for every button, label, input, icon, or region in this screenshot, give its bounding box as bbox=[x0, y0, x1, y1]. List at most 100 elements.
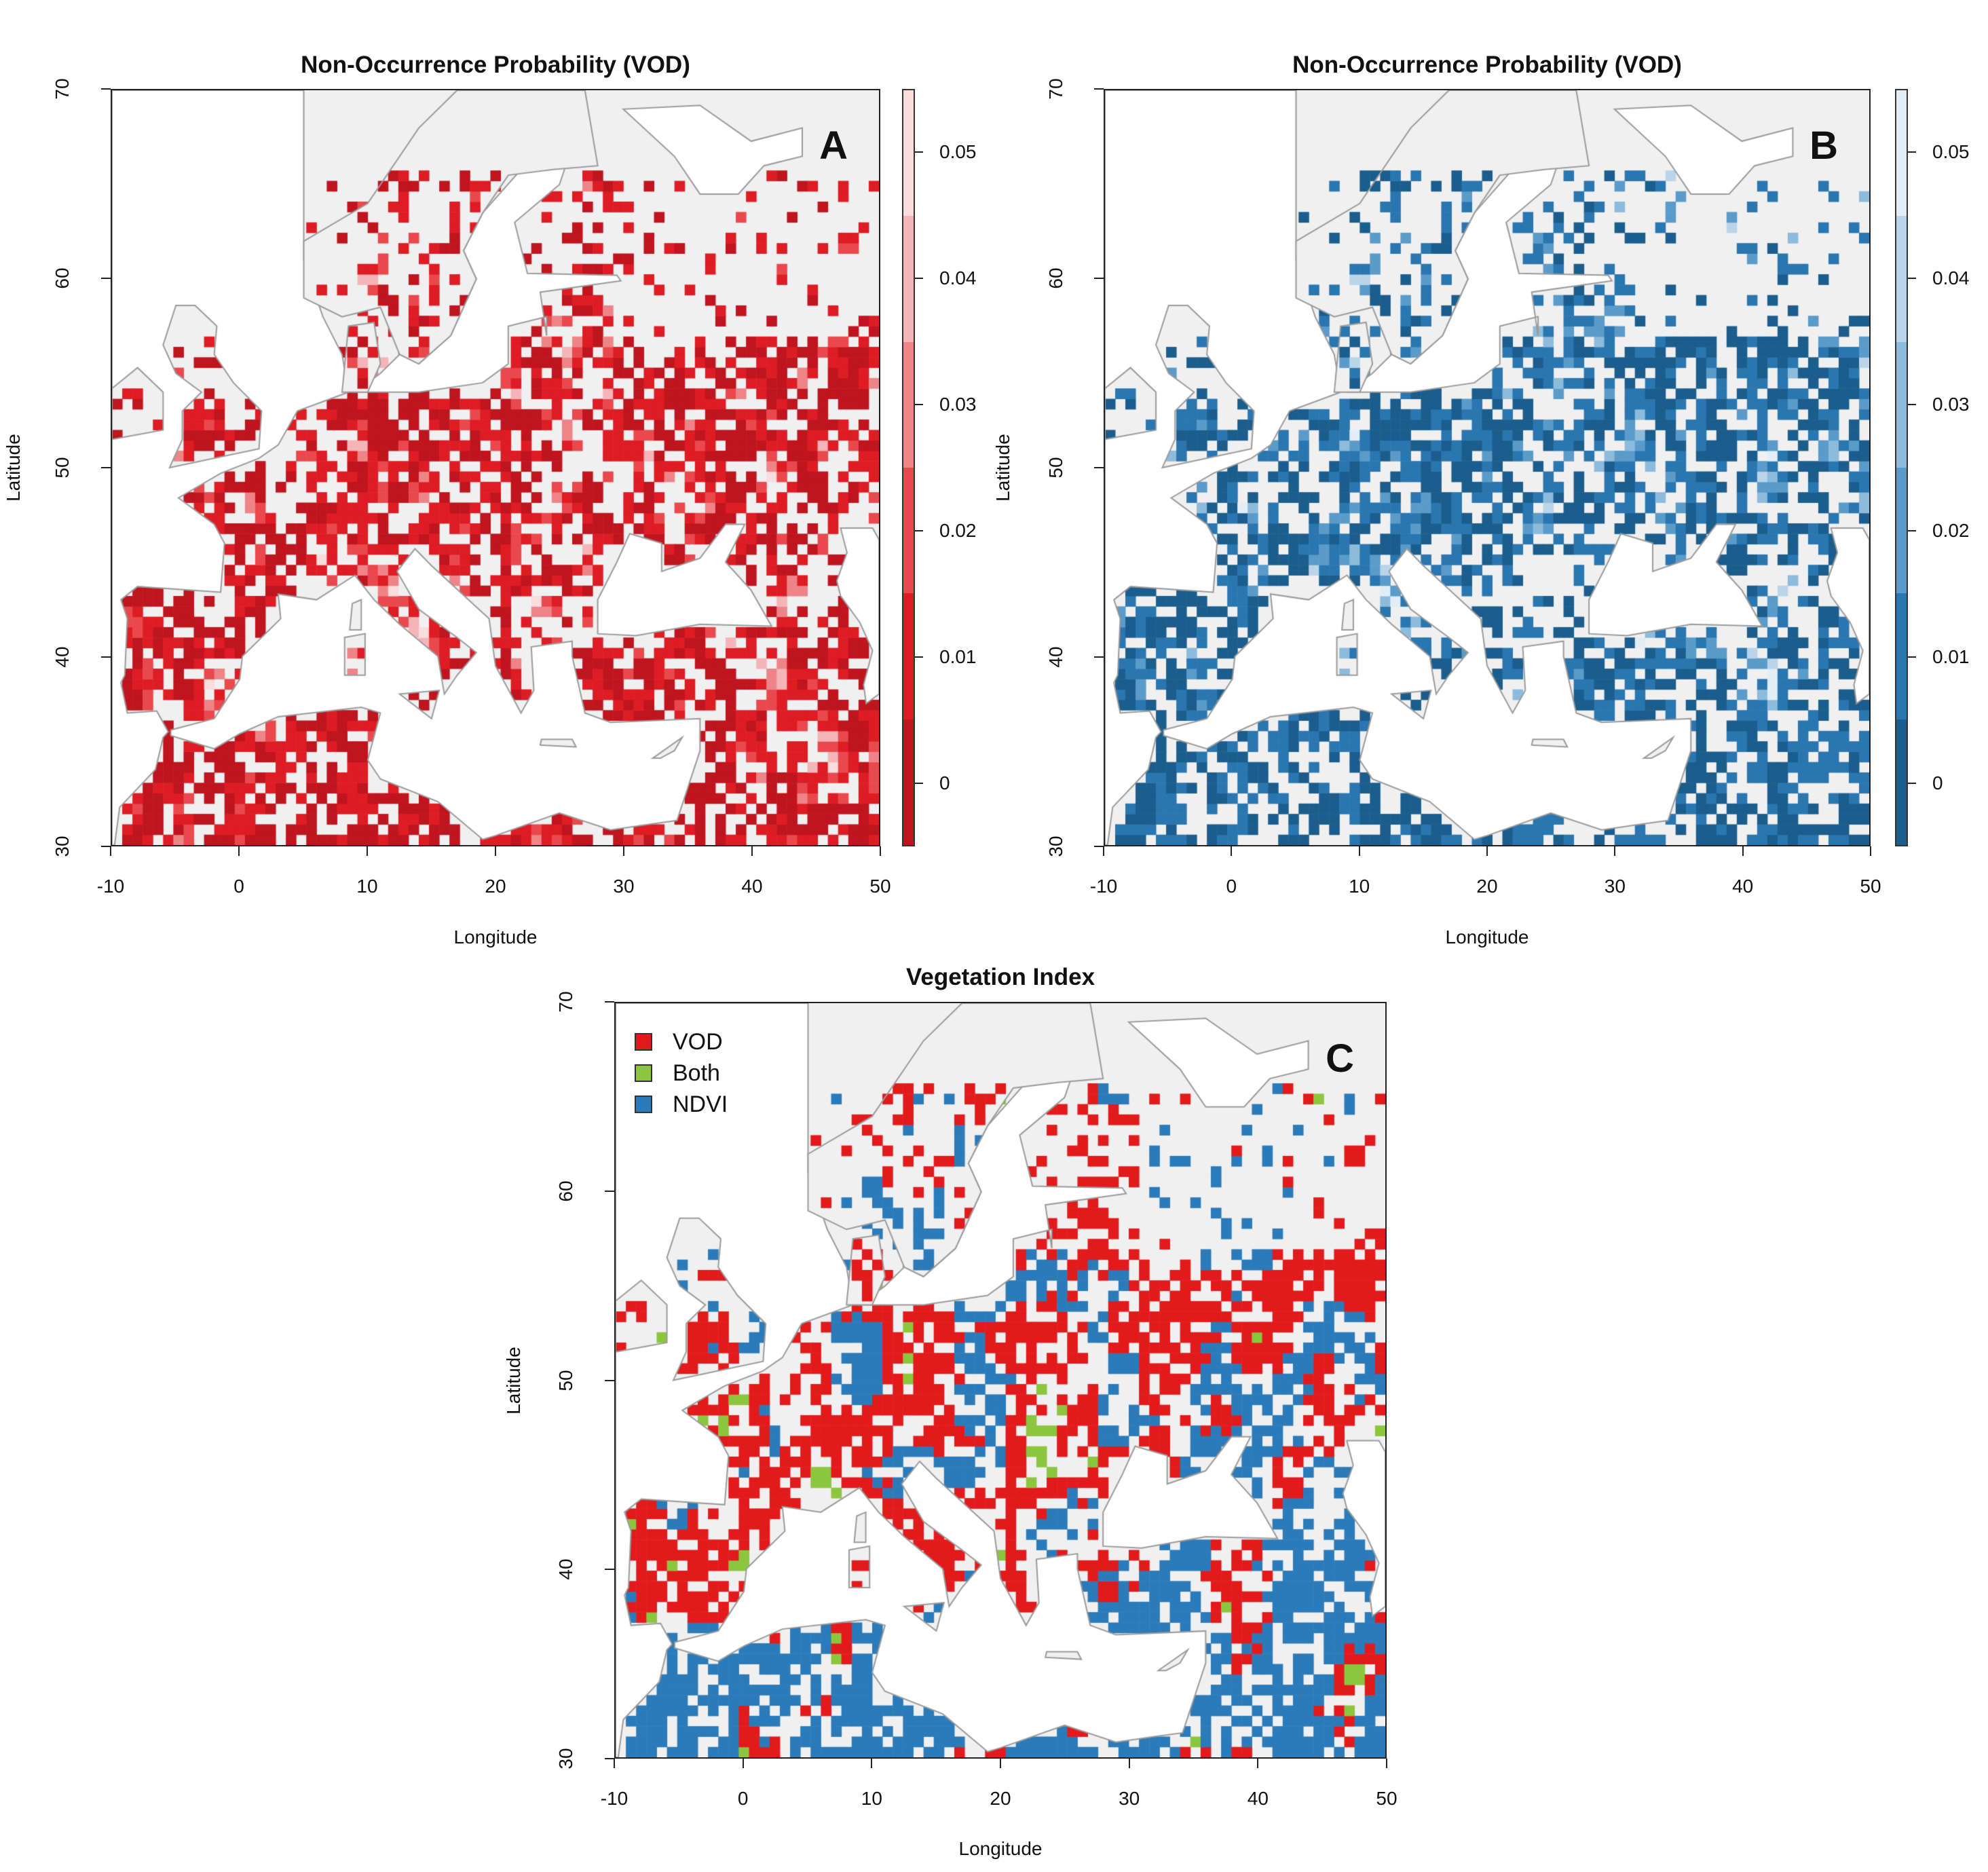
y-tick-mark bbox=[101, 656, 111, 658]
x-tick-mark bbox=[110, 846, 111, 856]
x-tick-label: 50 bbox=[1860, 876, 1881, 897]
x-tick-mark bbox=[623, 846, 624, 856]
colorbar-tick-mark bbox=[915, 656, 923, 658]
y-tick-mark bbox=[101, 278, 111, 279]
colorbar-tick-mark bbox=[915, 151, 923, 153]
y-tick-mark bbox=[605, 1379, 614, 1381]
x-tick-label: 50 bbox=[1376, 1788, 1398, 1809]
y-tick-mark bbox=[1094, 278, 1104, 279]
x-tick-mark bbox=[1742, 846, 1744, 856]
colorbar bbox=[902, 89, 915, 846]
x-tick-label: 10 bbox=[861, 1788, 882, 1809]
x-tick-label: 20 bbox=[990, 1788, 1011, 1809]
colorbar-band bbox=[903, 468, 914, 594]
y-tick-label: 50 bbox=[555, 1369, 576, 1391]
y-tick-label: 30 bbox=[1045, 836, 1066, 857]
colorbar bbox=[1895, 89, 1908, 846]
y-tick-mark bbox=[1094, 656, 1104, 658]
map-plot-area: B bbox=[1104, 89, 1871, 846]
y-tick-label: 40 bbox=[555, 1558, 576, 1580]
colorbar-band bbox=[1896, 593, 1907, 719]
y-tick-label: 50 bbox=[52, 457, 73, 479]
colorbar-tick-label: 0.03 bbox=[939, 394, 977, 415]
y-tick-label: 30 bbox=[52, 836, 73, 857]
x-tick-label: 30 bbox=[1119, 1788, 1140, 1809]
x-tick-label: 40 bbox=[741, 876, 763, 897]
panel-letter: C bbox=[1326, 1036, 1354, 1081]
x-tick-mark bbox=[1128, 1759, 1130, 1768]
x-tick-label: 0 bbox=[1226, 876, 1237, 897]
y-axis-label: Latitude bbox=[3, 434, 24, 502]
x-tick-label: 30 bbox=[613, 876, 635, 897]
colorbar-tick-label: 0 bbox=[939, 772, 950, 793]
colorbar-tick-mark bbox=[915, 783, 923, 784]
x-tick-mark bbox=[1257, 1759, 1259, 1768]
y-tick-mark bbox=[1094, 88, 1104, 90]
x-tick-label: -10 bbox=[96, 876, 125, 897]
legend-swatch-ndvi bbox=[635, 1096, 652, 1113]
x-tick-label: 20 bbox=[485, 876, 506, 897]
y-tick-label: 40 bbox=[52, 646, 73, 668]
y-axis-label: Latitude bbox=[503, 1346, 524, 1415]
x-axis-label: Longitude bbox=[1445, 926, 1529, 948]
panel-letter: A bbox=[819, 124, 848, 168]
y-tick-label: 60 bbox=[555, 1180, 576, 1202]
x-tick-label: -10 bbox=[600, 1788, 629, 1809]
x-tick-mark bbox=[751, 846, 753, 856]
colorbar-tick-mark bbox=[1908, 278, 1916, 279]
y-tick-mark bbox=[605, 1001, 614, 1003]
colorbar-tick-label: 0.01 bbox=[939, 646, 977, 667]
colorbar-band bbox=[1896, 468, 1907, 594]
colorbar-tick-mark bbox=[915, 530, 923, 531]
x-tick-mark bbox=[1614, 846, 1616, 856]
x-tick-label: 30 bbox=[1604, 876, 1626, 897]
panel-title: Non-Occurrence Probability (VOD) bbox=[1292, 52, 1682, 78]
map-raster bbox=[1105, 90, 1869, 845]
colorbar-tick-mark bbox=[1908, 151, 1916, 153]
x-tick-label: -10 bbox=[1089, 876, 1118, 897]
y-tick-mark bbox=[101, 467, 111, 468]
colorbar-tick-mark bbox=[1908, 656, 1916, 658]
x-tick-label: 50 bbox=[869, 876, 891, 897]
x-tick-mark bbox=[614, 1759, 615, 1768]
colorbar-band bbox=[903, 341, 914, 468]
colorbar-tick-label: 0.05 bbox=[939, 141, 977, 162]
x-tick-label: 40 bbox=[1247, 1788, 1269, 1809]
colorbar-tick-label: 0.02 bbox=[1932, 520, 1970, 541]
x-axis-label: Longitude bbox=[958, 1838, 1043, 1859]
map-raster bbox=[616, 1003, 1385, 1757]
colorbar-tick-label: 0.04 bbox=[939, 267, 977, 288]
panel-title: Vegetation Index bbox=[905, 964, 1095, 990]
y-tick-label: 60 bbox=[1045, 267, 1066, 289]
x-tick-label: 20 bbox=[1476, 876, 1498, 897]
colorbar-band bbox=[903, 216, 914, 342]
y-tick-label: 70 bbox=[1045, 78, 1066, 100]
colorbar-band bbox=[1896, 341, 1907, 468]
y-tick-mark bbox=[605, 1569, 614, 1571]
y-tick-label: 60 bbox=[52, 267, 73, 289]
legend-label-ndvi: NDVI bbox=[673, 1091, 728, 1117]
x-tick-mark bbox=[1870, 846, 1871, 856]
panel-title: Non-Occurrence Probability (VOD) bbox=[301, 52, 690, 78]
legend-swatch-both bbox=[635, 1064, 652, 1082]
x-tick-mark bbox=[495, 846, 496, 856]
x-tick-label: 10 bbox=[1349, 876, 1370, 897]
colorbar-tick-mark bbox=[1908, 404, 1916, 405]
colorbar-tick-mark bbox=[915, 278, 923, 279]
colorbar-tick-label: 0.02 bbox=[939, 520, 977, 541]
y-axis-label: Latitude bbox=[992, 434, 1013, 502]
x-tick-mark bbox=[880, 846, 881, 856]
x-axis-label: Longitude bbox=[453, 926, 538, 948]
y-tick-label: 50 bbox=[1045, 457, 1066, 479]
x-tick-mark bbox=[1486, 846, 1488, 856]
colorbar-tick-label: 0.01 bbox=[1932, 646, 1970, 667]
map-plot-area: C bbox=[614, 1002, 1387, 1759]
x-tick-label: 0 bbox=[233, 876, 244, 897]
legend-label-both: Both bbox=[673, 1060, 720, 1086]
map-raster bbox=[112, 90, 879, 845]
x-tick-label: 0 bbox=[737, 1788, 749, 1809]
y-tick-label: 40 bbox=[1045, 646, 1066, 668]
colorbar-tick-mark bbox=[1908, 783, 1916, 784]
x-tick-mark bbox=[1000, 1759, 1001, 1768]
